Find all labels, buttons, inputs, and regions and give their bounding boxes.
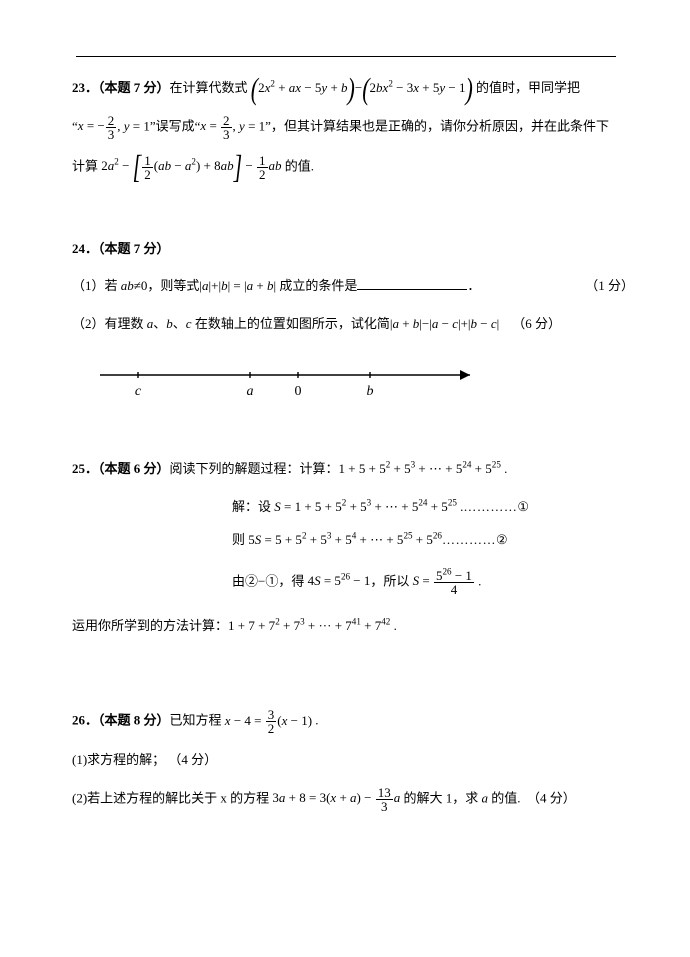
- q25-l3-mid: ，所以: [370, 573, 409, 588]
- q24-p1-mid: ，则等式: [147, 278, 199, 293]
- q24-p1-eq: |a|+|b| = |a + b|: [199, 278, 276, 293]
- q26-equation: x − 4 = 32(x − 1): [225, 713, 312, 728]
- q24-part2: （2）有理数 a、b、c 在数轴上的位置如图所示，试化简|a + b|−|a −…: [72, 312, 634, 337]
- q23-text-e: 的值.: [285, 158, 314, 173]
- math-exam-page: 23．（本题 7 分）在计算代数式 (2x2 + ax − 5y + b)−(2…: [0, 0, 690, 883]
- svg-text:b: b: [367, 384, 374, 399]
- q25-header: 25．（本题 6 分）阅读下列的解题过程：计算：1 + 5 + 52 + 53 …: [72, 457, 634, 482]
- q25-apply-series: 1 + 7 + 72 + 73 + ··· + 741 + 742: [228, 618, 390, 633]
- q26-p2-c: a: [481, 790, 488, 805]
- problem-26: 26．（本题 8 分）已知方程 x − 4 = 32(x − 1) . (1)求…: [72, 708, 634, 813]
- q24-p2-score: （6 分）: [512, 316, 561, 331]
- q25-intro: 阅读下列的解题过程：计算：: [170, 461, 339, 476]
- q25-line2: 则 5S = 5 + 52 + 53 + 54 + ⋯ + 525 + 526……: [232, 528, 634, 553]
- q26-p2-a: (2)若上述方程的解比关于 x 的方程: [72, 790, 269, 805]
- q26-intro: 已知方程: [170, 713, 222, 728]
- problem-25: 25．（本题 6 分）阅读下列的解题过程：计算：1 + 5 + 52 + 53 …: [72, 457, 634, 638]
- q23-text-a: 在计算代数式: [170, 80, 248, 95]
- q26-p1-text: (1)求方程的解；: [72, 752, 165, 767]
- q23-right-x: x = 23: [200, 118, 232, 133]
- q24-points: （本题 7 分）: [98, 241, 170, 256]
- q26-p2-eq: 3a + 8 = 3(x + a) − 133a: [272, 790, 400, 805]
- svg-text:a: a: [247, 384, 254, 399]
- q24-number-line: c a 0 b: [90, 359, 634, 412]
- q25-l2-dots: …………②: [442, 532, 508, 547]
- q23-expr-calc: 2a2 − [12(ab − a2) + 8ab] − 12ab: [101, 158, 285, 173]
- q24-p1-suffix: 成立的条件是: [279, 278, 357, 293]
- q25-l1-dots: …………①: [463, 499, 529, 514]
- q24-p2-vars: a、b、c: [147, 316, 192, 331]
- q24-label: 24．: [72, 241, 98, 256]
- q23-wrong-y: y = 1: [124, 118, 150, 133]
- q25-target: 1 + 5 + 52 + 53 + ⋯ + 524 + 525: [339, 461, 501, 476]
- q24-p2-prefix: （2）有理数: [72, 316, 144, 331]
- q24-blank: [357, 289, 467, 290]
- q26-part1: (1)求方程的解； （4 分）: [72, 748, 634, 773]
- problem-24: 24．（本题 7 分） （1）若 ab≠0，则等式|a|+|b| = |a + …: [72, 237, 634, 412]
- q25-l3-prefix: 由②−①，得: [232, 573, 304, 588]
- q26-header: 26．（本题 8 分）已知方程 x − 4 = 32(x − 1) .: [72, 708, 634, 735]
- q23-wrong-x: x = −23: [78, 118, 117, 133]
- q23-text-b: 的值时，甲同学把: [476, 80, 580, 95]
- q23-line1: 23．（本题 7 分）在计算代数式 (2x2 + ax − 5y + b)−(2…: [72, 76, 634, 101]
- q24-p2-expr: |a + b|−|a − c|+|b − c|: [390, 316, 499, 331]
- q23-label: 23．: [72, 80, 98, 95]
- q25-apply-text: 运用你所学到的方法计算：: [72, 618, 228, 633]
- q24-p2-mid: 在数轴上的位置如图所示，试化简: [195, 316, 390, 331]
- q25-l3-result: S = 526 − 14: [413, 573, 475, 588]
- q25-l2-eq: 5S = 5 + 52 + 53 + 54 + ⋯ + 525 + 526: [248, 532, 442, 547]
- number-line-svg: c a 0 b: [90, 359, 490, 403]
- q26-p1-score: （4 分）: [168, 752, 217, 767]
- q25-points: （本题 6 分）: [98, 461, 170, 476]
- q23-text-d: 计算: [72, 158, 98, 173]
- q23-points: （本题 7 分）: [98, 80, 170, 95]
- q26-label: 26．: [72, 713, 98, 728]
- q26-points: （本题 8 分）: [98, 713, 170, 728]
- q26-part2: (2)若上述方程的解比关于 x 的方程 3a + 8 = 3(x + a) − …: [72, 786, 634, 813]
- svg-text:0: 0: [295, 384, 302, 399]
- q23-line2: “x = −23, y = 1”误写成“x = 23, y = 1”，但其计算结…: [72, 114, 634, 141]
- q25-l1-eq: S = 1 + 5 + 52 + 53 + ⋯ + 524 + 525: [274, 499, 457, 514]
- q25-l3-eq: 4S = 526 − 1: [308, 573, 371, 588]
- q24-p1-cond: ab≠0: [121, 278, 148, 293]
- q25-solution: 解：设 S = 1 + 5 + 52 + 53 + ⋯ + 524 + 525 …: [72, 495, 634, 595]
- q23-expr-main: (2x2 + ax − 5y + b)−(2bx2 − 3x + 5y − 1): [251, 80, 476, 95]
- q25-label: 25．: [72, 461, 98, 476]
- q25-apply: 运用你所学到的方法计算：1 + 7 + 72 + 73 + ··· + 741 …: [72, 614, 634, 639]
- svg-text:c: c: [135, 384, 142, 399]
- q25-line1: 解：设 S = 1 + 5 + 52 + 53 + ⋯ + 524 + 525 …: [232, 495, 634, 520]
- q25-l2-prefix: 则: [232, 532, 245, 547]
- q24-p1-score: （1 分）: [585, 274, 634, 299]
- q25-line3: 由②−①，得 4S = 526 − 1，所以 S = 526 − 14 .: [232, 569, 634, 596]
- q24-header: 24．（本题 7 分）: [72, 237, 634, 262]
- problem-23: 23．（本题 7 分）在计算代数式 (2x2 + ax − 5y + b)−(2…: [72, 76, 634, 181]
- q26-p2-score: （4 分）: [527, 790, 576, 805]
- q24-part1: （1）若 ab≠0，则等式|a|+|b| = |a + b| 成立的条件是． （…: [72, 274, 634, 299]
- q24-p1-prefix: （1）若: [72, 278, 118, 293]
- q23-line3: 计算 2a2 − [12(ab − a2) + 8ab] − 12ab 的值.: [72, 154, 634, 181]
- q25-l1-prefix: 解：设: [232, 499, 271, 514]
- q26-p2-d: 的值.: [491, 790, 520, 805]
- q23-right-y: y = 1: [239, 118, 265, 133]
- q23-text-c: 但其计算结果也是正确的，请你分析原因，并在此条件下: [284, 118, 609, 133]
- page-top-rule: [76, 56, 616, 57]
- q26-p2-b: 的解大 1，求: [403, 790, 478, 805]
